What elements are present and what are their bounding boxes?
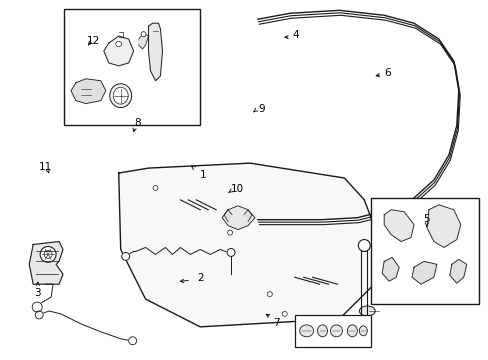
Ellipse shape — [359, 326, 366, 336]
Ellipse shape — [330, 325, 342, 337]
Bar — [64, 9, 200, 125]
Circle shape — [35, 311, 43, 319]
Text: 2: 2 — [197, 273, 203, 283]
Polygon shape — [222, 206, 254, 230]
Polygon shape — [119, 163, 379, 327]
Polygon shape — [384, 210, 413, 242]
Circle shape — [358, 239, 369, 251]
Circle shape — [122, 252, 129, 260]
Ellipse shape — [116, 41, 122, 46]
Text: 6: 6 — [384, 68, 390, 78]
Ellipse shape — [357, 319, 370, 329]
Circle shape — [227, 230, 232, 235]
Circle shape — [40, 247, 56, 262]
Circle shape — [282, 311, 286, 316]
Polygon shape — [148, 23, 162, 81]
Text: 10: 10 — [230, 184, 244, 194]
Text: 3: 3 — [35, 288, 41, 297]
Text: 5: 5 — [423, 214, 429, 224]
Bar — [294, 315, 370, 347]
Text: 4: 4 — [292, 30, 298, 40]
Ellipse shape — [113, 87, 128, 104]
Ellipse shape — [299, 325, 313, 337]
Text: 7: 7 — [272, 318, 279, 328]
Bar — [370, 198, 478, 304]
Text: 12: 12 — [87, 36, 100, 46]
Polygon shape — [224, 210, 232, 222]
Text: 11: 11 — [39, 162, 52, 172]
Polygon shape — [138, 33, 148, 49]
Polygon shape — [382, 257, 398, 281]
Polygon shape — [29, 242, 63, 284]
Text: 9: 9 — [258, 104, 264, 113]
Polygon shape — [71, 79, 105, 104]
Circle shape — [128, 337, 136, 345]
Ellipse shape — [141, 32, 146, 37]
Circle shape — [226, 248, 235, 256]
Polygon shape — [244, 210, 251, 222]
Polygon shape — [449, 260, 466, 283]
Circle shape — [153, 185, 158, 190]
Ellipse shape — [359, 306, 374, 316]
Ellipse shape — [109, 84, 131, 108]
Text: 8: 8 — [134, 118, 141, 128]
Circle shape — [267, 292, 272, 297]
Ellipse shape — [359, 327, 368, 335]
Ellipse shape — [346, 325, 357, 337]
Ellipse shape — [317, 325, 327, 337]
Polygon shape — [426, 205, 460, 247]
Polygon shape — [103, 36, 133, 66]
Circle shape — [44, 251, 52, 258]
Text: 1: 1 — [200, 170, 206, 180]
Circle shape — [32, 302, 42, 312]
Polygon shape — [411, 261, 436, 284]
